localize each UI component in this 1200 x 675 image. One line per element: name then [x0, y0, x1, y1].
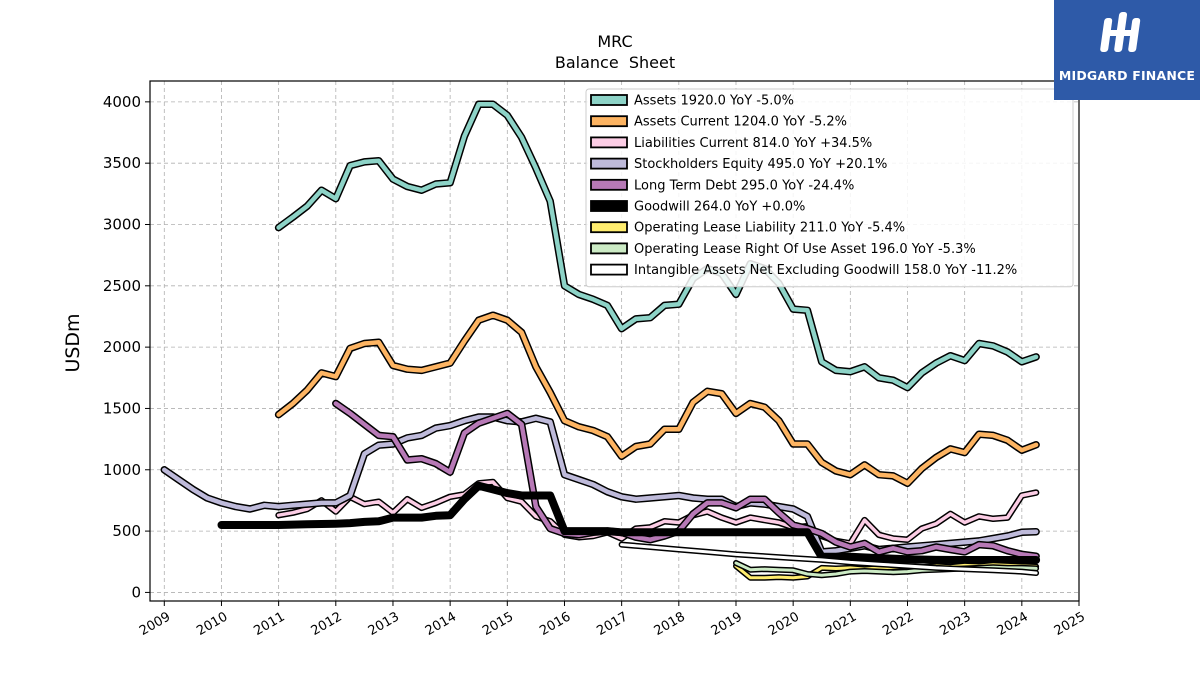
series-assets-current — [274, 311, 1040, 488]
series-liabilities-current — [275, 478, 1040, 547]
legend-swatch — [590, 115, 628, 128]
x-tick-label: 2022 — [880, 609, 916, 639]
series-assets — [274, 100, 1040, 392]
legend-label: Assets Current 1204.0 YoY -5.2% — [634, 115, 847, 130]
series-line — [276, 102, 1039, 390]
legend-label: Long Term Debt 295.0 YoY -24.4% — [634, 178, 854, 193]
legend-label: Stockholders Equity 495.0 YoY +20.1% — [634, 157, 887, 172]
legend-label: Intangible Assets Net Excluding Goodwill… — [634, 263, 1017, 278]
y-tick-label: 500 — [112, 522, 141, 540]
series-line — [333, 401, 1039, 559]
x-tick-label: 2019 — [709, 609, 745, 639]
x-tick-label: 2025 — [1052, 609, 1088, 639]
legend-swatch — [590, 200, 628, 212]
x-tick-label: 2011 — [251, 609, 287, 639]
series-line — [620, 543, 1038, 575]
y-tick-label: 2000 — [103, 338, 141, 356]
legend: Assets 1920.0 YoY -5.0% Assets Current 12… — [585, 88, 1074, 288]
series-goodwill — [217, 481, 1041, 564]
x-tick-label: 2021 — [823, 609, 859, 639]
brand-logo: MIDGARD FINANCE — [1054, 0, 1200, 100]
y-tick-label: 3000 — [103, 215, 141, 233]
legend-label: Assets 1920.0 YoY -5.0% — [634, 94, 794, 109]
series-lines — [160, 100, 1041, 581]
y-axis-label: USDm — [62, 313, 84, 372]
midgard-m-logo-icon — [1054, 8, 1200, 70]
series-line — [217, 481, 1041, 564]
y-tick-label: 3500 — [103, 154, 141, 172]
y-tick-label: 1000 — [103, 461, 141, 479]
x-tick-label: 2013 — [366, 609, 402, 639]
legend-swatch — [590, 221, 628, 234]
legend-label: Operating Lease Right Of Use Asset 196.0… — [634, 242, 976, 257]
x-tick-label: 2018 — [652, 609, 688, 639]
x-tick-label: 2014 — [423, 609, 459, 639]
chart-subtitle: Balance Sheet — [555, 53, 675, 72]
legend-label: Operating Lease Liability 211.0 YoY -5.4… — [634, 221, 905, 236]
x-tick-label: 2015 — [480, 609, 516, 639]
legend-swatch — [590, 94, 628, 106]
chart-title: MRC — [597, 32, 632, 51]
legend-item: Operating Lease Liability 211.0 YoY -5.4… — [590, 221, 905, 236]
series-outline — [274, 311, 1040, 488]
legend-label: Liabilities Current 814.0 YoY +34.5% — [634, 136, 872, 151]
legend-label: Goodwill 264.0 YoY +0.0% — [634, 200, 805, 215]
legend-item: Operating Lease Right Of Use Asset 196.0… — [590, 242, 976, 257]
x-tick-label: 2017 — [594, 609, 630, 639]
x-tick-label: 2023 — [937, 609, 973, 639]
y-tick-label: 1500 — [103, 399, 141, 417]
legend-item: Intangible Assets Net Excluding Goodwill… — [590, 263, 1017, 278]
legend-item: Long Term Debt 295.0 YoY -24.4% — [590, 178, 854, 193]
series-intangible-assets-net-excluding-goodwill — [618, 541, 1040, 576]
brand-name: MIDGARD FINANCE — [1058, 68, 1196, 83]
series-line — [276, 312, 1039, 486]
legend-swatch — [590, 136, 628, 149]
x-tick-label: 2010 — [194, 609, 230, 639]
series-line — [276, 480, 1038, 546]
legend-swatch — [590, 178, 628, 191]
plot-frame — [149, 80, 1080, 602]
legend-swatch — [590, 242, 628, 255]
series-long-term-debt — [332, 399, 1040, 560]
legend-swatch — [590, 157, 628, 170]
legend-swatch — [590, 263, 628, 276]
y-tick-label: 4000 — [103, 93, 141, 111]
y-tick-label: 0 — [131, 583, 141, 601]
x-tick-label: 2024 — [995, 609, 1031, 639]
legend-item: Liabilities Current 814.0 YoY +34.5% — [590, 136, 872, 151]
y-tick-label: 2500 — [103, 277, 141, 295]
legend-item: Goodwill 264.0 YoY +0.0% — [590, 200, 805, 215]
legend-item: Assets Current 1204.0 YoY -5.2% — [590, 115, 847, 130]
x-tick-label: 2016 — [537, 609, 573, 639]
x-tick-label: 2020 — [766, 609, 802, 639]
x-tick-label: 2009 — [137, 609, 173, 639]
legend-item: Assets 1920.0 YoY -5.0% — [590, 94, 794, 109]
legend-box — [585, 88, 1074, 288]
legend-item: Stockholders Equity 495.0 YoY +20.1% — [590, 157, 887, 172]
x-tick-label: 2012 — [309, 609, 345, 639]
